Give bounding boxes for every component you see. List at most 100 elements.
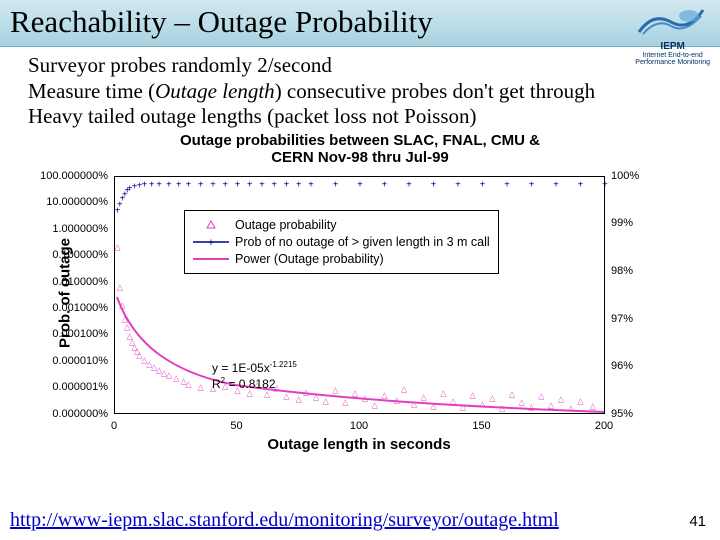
scatter-point: △ [313, 392, 319, 401]
scatter-point: △ [577, 396, 583, 405]
scatter-point: △ [303, 387, 309, 396]
x-axis-label: Outage length in seconds [267, 436, 450, 453]
scatter-point: △ [450, 396, 456, 405]
cross-point: + [382, 179, 388, 190]
scatter-point: △ [509, 389, 515, 398]
cross-point: + [271, 179, 277, 190]
legend-row-outage-prob: Outage probability [193, 218, 490, 232]
scatter-point: △ [489, 393, 495, 402]
cross-point: + [210, 179, 216, 190]
scatter-point: △ [470, 390, 476, 399]
scatter-point: △ [548, 400, 554, 409]
scatter-point: △ [401, 384, 407, 393]
fit-equation: y = 1E-05x-1.2215 R2 = 0.8182 [212, 360, 297, 392]
logo-text-sub2: Performance Monitoring [635, 59, 710, 66]
y-tick-left: 0.000010% [52, 355, 108, 367]
x-tick: 150 [472, 420, 490, 432]
scatter-point: △ [117, 282, 123, 291]
legend-row-no-outage: + Prob of no outage of > given length in… [193, 235, 490, 249]
y-tick-left: 1.000000% [52, 223, 108, 235]
scatter-point: △ [538, 391, 544, 400]
scatter-point: △ [372, 400, 378, 409]
cross-point: + [504, 179, 510, 190]
y-tick-right: 100% [611, 170, 639, 182]
scatter-point: △ [173, 373, 179, 382]
logo-text-sub1: Internet End-to-end [635, 52, 710, 59]
legend-row-power: Power (Outage probability) [193, 252, 490, 266]
scatter-point: △ [421, 392, 427, 401]
scatter-point: △ [198, 382, 204, 391]
scatter-point: △ [479, 399, 485, 408]
bullet-list: Surveyor probes randomly 2/second Measur… [0, 47, 720, 132]
cross-point: + [455, 179, 461, 190]
scatter-point: △ [352, 388, 358, 397]
bullet-2: Measure time (Outage length) consecutive… [28, 79, 702, 105]
scatter-point: △ [519, 397, 525, 406]
x-tick: 200 [595, 420, 613, 432]
y-tick-right: 99% [611, 217, 633, 229]
y-tick-left: 0.010000% [52, 276, 108, 288]
scatter-point: △ [499, 403, 505, 412]
scatter-point: △ [296, 394, 302, 403]
scatter-point: △ [114, 242, 120, 251]
y-tick-right: 96% [611, 360, 633, 372]
cross-point: + [166, 179, 172, 190]
cross-point: + [142, 179, 148, 190]
cross-point: + [480, 179, 486, 190]
cross-point: + [406, 179, 412, 190]
cross-point: + [431, 179, 437, 190]
scatter-point: △ [283, 391, 289, 400]
y-tick-left: 0.001000% [52, 302, 108, 314]
cross-point: + [308, 179, 314, 190]
power-line-icon [193, 254, 229, 264]
scatter-point: △ [528, 402, 534, 411]
cross-point: + [333, 179, 339, 190]
scatter-point: △ [558, 394, 564, 403]
scatter-point: △ [124, 322, 130, 331]
svg-text:+: + [208, 237, 214, 247]
scatter-point: △ [342, 397, 348, 406]
plus-line-icon: + [193, 237, 229, 247]
scatter-point: △ [430, 401, 436, 410]
scatter-point: △ [381, 390, 387, 399]
y-tick-left: 0.000001% [52, 381, 108, 393]
y-tick-right: 97% [611, 313, 633, 325]
chart-container: Outage probabilities between SLAC, FNAL,… [12, 132, 708, 454]
scatter-point: △ [332, 385, 338, 394]
scatter-point: △ [119, 300, 125, 309]
scatter-point: △ [323, 396, 329, 405]
cross-point: + [186, 179, 192, 190]
y-tick-left: 0.000100% [52, 328, 108, 340]
iepm-logo: IEPM Internet End-to-end Performance Mon… [635, 4, 710, 66]
cross-point: + [156, 179, 162, 190]
cross-point: + [529, 179, 535, 190]
page-number: 41 [689, 513, 706, 530]
y-axis-left: 100.000000% 10.000000% 1.000000% 0.100000% 0… [12, 170, 114, 420]
y-tick-left: 10.000000% [46, 196, 108, 208]
cross-point: + [235, 179, 241, 190]
logo-text-main: IEPM [635, 42, 710, 52]
y-tick-right: 95% [611, 408, 633, 420]
cross-point: + [259, 179, 265, 190]
slide-title: Reachability – Outage Probability [10, 4, 710, 40]
scatter-point: △ [590, 401, 596, 410]
footer-url[interactable]: http://www-iepm.slac.stanford.edu/monito… [10, 509, 559, 532]
cross-point: + [284, 179, 290, 190]
y-tick-left: 0.100000% [52, 249, 108, 261]
y-axis-right: 100%99%98%97%96%95% [604, 176, 644, 414]
cross-point: + [578, 179, 584, 190]
cross-point: + [357, 179, 363, 190]
title-bar: Reachability – Outage Probability [0, 0, 720, 47]
cross-point: + [553, 179, 559, 190]
scatter-point: △ [440, 388, 446, 397]
chart-title: Outage probabilities between SLAC, FNAL,… [12, 132, 708, 167]
y-tick-left: 100.000000% [40, 170, 108, 182]
y-tick-right: 98% [611, 265, 633, 277]
cross-point: + [198, 179, 204, 190]
scatter-point: △ [460, 402, 466, 411]
bullet-3: Heavy tailed outage lengths (packet loss… [28, 104, 702, 130]
x-tick: 50 [230, 420, 242, 432]
y-tick-left: 0.000000% [52, 408, 108, 420]
cross-point: + [222, 179, 228, 190]
scatter-point: △ [166, 370, 172, 379]
